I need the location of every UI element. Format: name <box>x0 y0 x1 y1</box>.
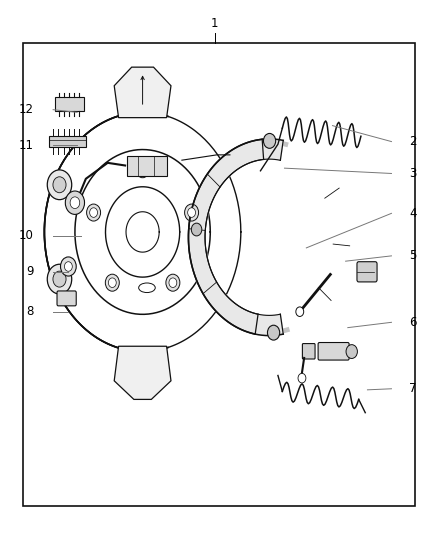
Circle shape <box>70 197 80 208</box>
Circle shape <box>191 223 202 236</box>
Circle shape <box>346 345 357 359</box>
FancyBboxPatch shape <box>318 343 349 360</box>
Polygon shape <box>114 346 171 399</box>
Circle shape <box>60 257 76 276</box>
Circle shape <box>53 177 66 193</box>
Circle shape <box>296 307 304 317</box>
Text: 8: 8 <box>26 305 33 318</box>
Circle shape <box>47 264 72 294</box>
Circle shape <box>108 278 116 287</box>
Circle shape <box>47 170 72 200</box>
Circle shape <box>64 262 72 271</box>
Circle shape <box>268 325 280 340</box>
Circle shape <box>169 278 177 287</box>
Bar <box>22 43 416 506</box>
FancyBboxPatch shape <box>357 262 377 282</box>
Circle shape <box>87 204 101 221</box>
Circle shape <box>136 161 150 177</box>
Circle shape <box>298 373 306 383</box>
Bar <box>127 156 166 176</box>
Text: 5: 5 <box>409 249 416 262</box>
FancyBboxPatch shape <box>55 98 84 111</box>
Text: 3: 3 <box>409 167 416 180</box>
Circle shape <box>139 165 147 174</box>
Circle shape <box>53 271 66 287</box>
Circle shape <box>65 191 85 214</box>
FancyBboxPatch shape <box>57 291 76 306</box>
Circle shape <box>166 274 180 291</box>
FancyBboxPatch shape <box>302 344 315 359</box>
Text: 9: 9 <box>26 265 33 278</box>
Circle shape <box>184 204 198 221</box>
Text: 7: 7 <box>409 382 417 395</box>
Text: 6: 6 <box>409 316 417 329</box>
Text: 11: 11 <box>18 139 33 152</box>
FancyBboxPatch shape <box>49 136 86 148</box>
Text: 2: 2 <box>409 135 417 148</box>
Circle shape <box>105 274 119 291</box>
Text: 4: 4 <box>409 207 417 220</box>
Polygon shape <box>188 139 264 334</box>
Text: 1: 1 <box>211 17 219 30</box>
Polygon shape <box>114 67 171 118</box>
Circle shape <box>263 133 276 148</box>
Circle shape <box>187 208 195 217</box>
Text: 12: 12 <box>18 103 33 116</box>
Text: 10: 10 <box>18 229 33 242</box>
Ellipse shape <box>139 283 155 293</box>
Polygon shape <box>188 139 283 336</box>
FancyArrowPatch shape <box>141 76 144 104</box>
Circle shape <box>90 208 98 217</box>
